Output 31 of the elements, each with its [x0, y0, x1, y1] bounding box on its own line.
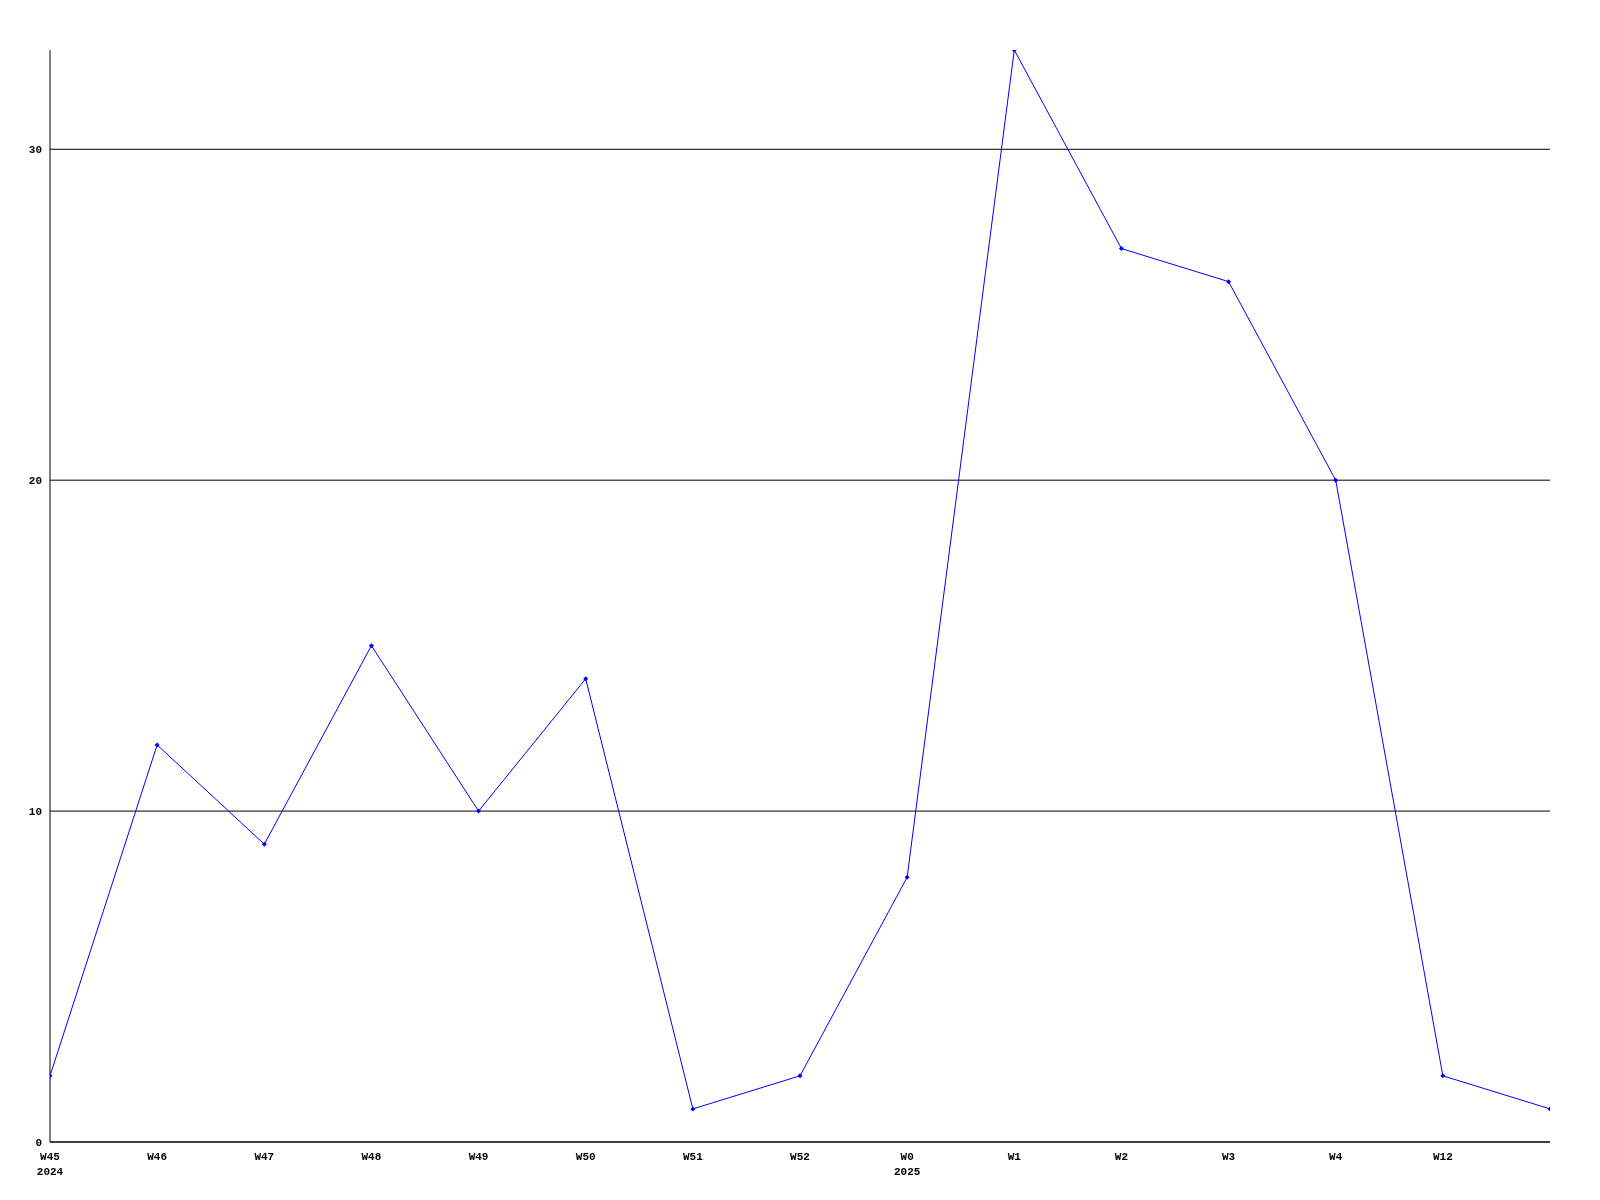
y-tick-label: 20	[28, 475, 42, 488]
y-tick-label: 30	[28, 144, 42, 157]
point	[261, 841, 267, 847]
point	[583, 676, 589, 682]
x-tick-label: W50	[575, 1151, 596, 1163]
point	[1333, 477, 1339, 483]
point	[1118, 246, 1124, 252]
y-tick-label: 0	[35, 1136, 42, 1149]
line-series	[50, 50, 1550, 1112]
x-tick-label: W45 2024	[36, 1151, 64, 1178]
point	[476, 808, 482, 814]
point	[154, 742, 160, 748]
point	[797, 1073, 803, 1079]
x-tick-label: W48	[361, 1151, 382, 1163]
x-tick-label: W2	[1114, 1151, 1129, 1163]
point	[1226, 279, 1232, 285]
x-tick-label: W3	[1221, 1151, 1236, 1163]
x-tick-label: W51	[682, 1151, 704, 1163]
x-tick-label: W47	[254, 1151, 275, 1163]
x-tick-label: W49	[468, 1151, 489, 1163]
x-tick-label: W52	[790, 1151, 810, 1163]
point	[1440, 1073, 1446, 1079]
point	[690, 1106, 696, 1112]
x-tick-label: W4	[1329, 1151, 1343, 1163]
x-tick-label: W46	[147, 1151, 168, 1163]
x-tick-label: W1	[1007, 1151, 1022, 1163]
point	[904, 874, 910, 880]
x-tick-label: W12	[1432, 1151, 1453, 1163]
x-tick-label: W0 2025	[893, 1151, 921, 1178]
y-tick-label: 10	[28, 806, 42, 818]
point	[368, 643, 374, 649]
